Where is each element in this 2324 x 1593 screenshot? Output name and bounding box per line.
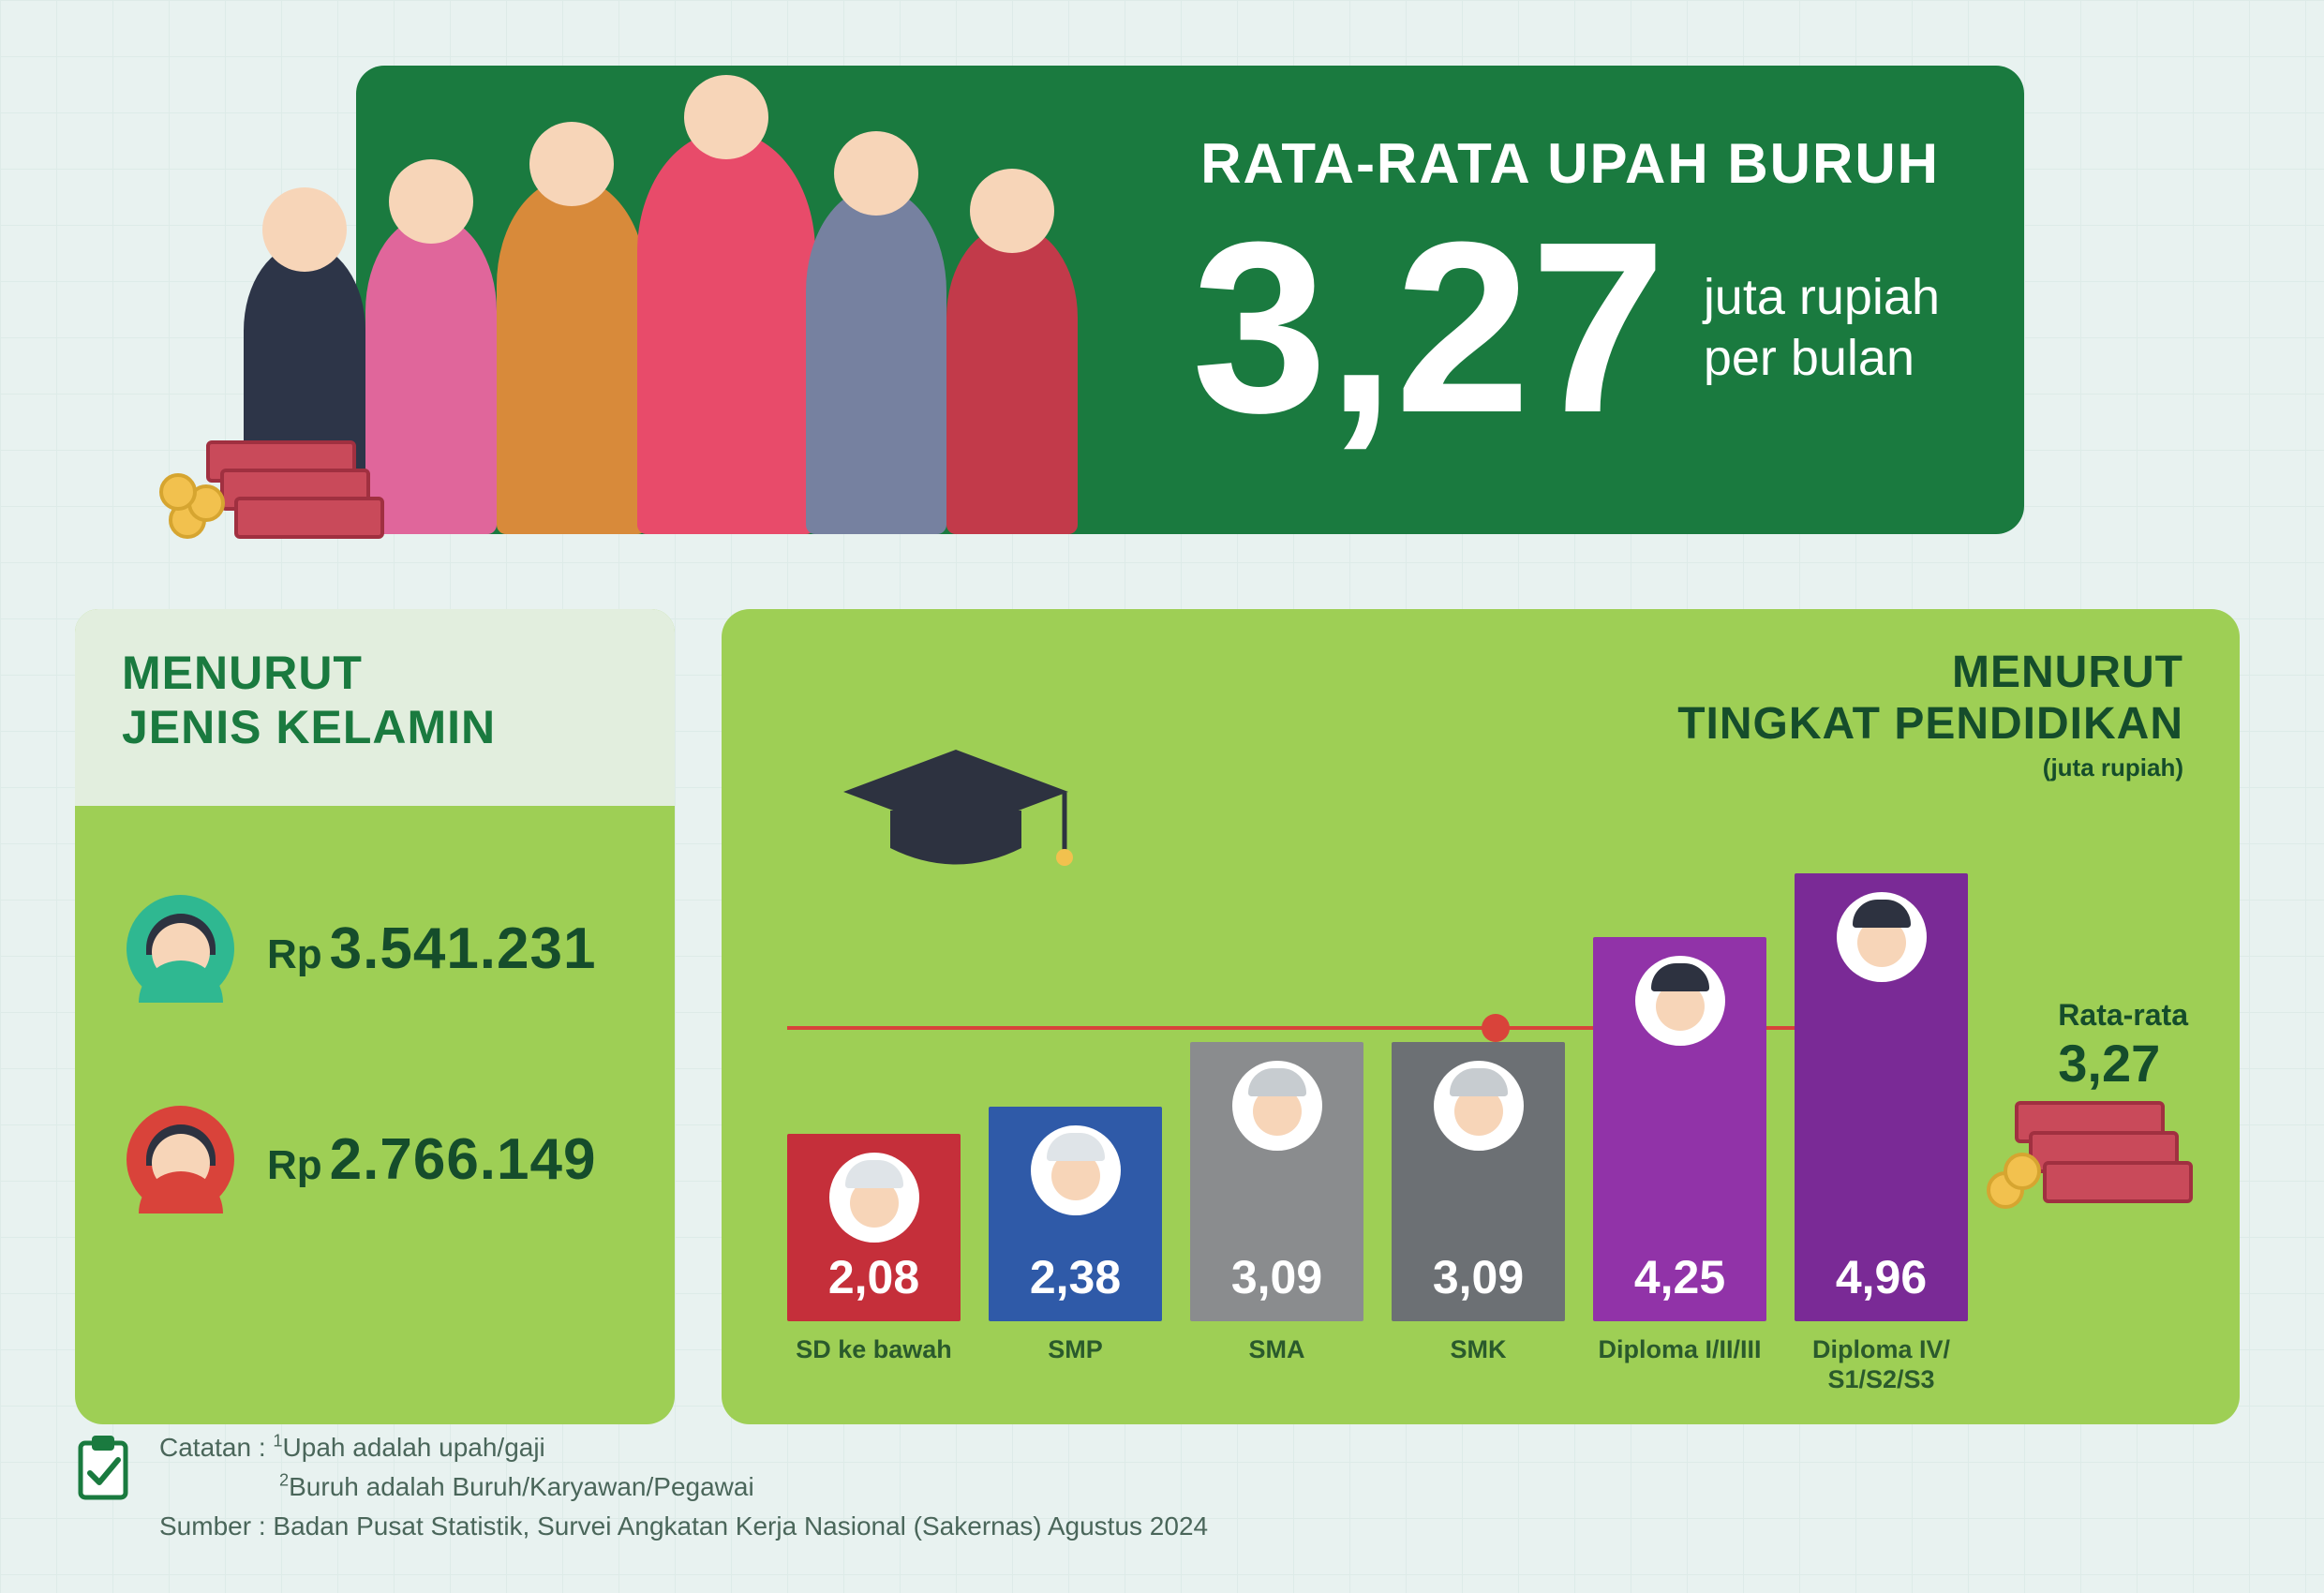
banner-value-row: 3,27 juta rupiah per bulan xyxy=(1192,206,1940,450)
gender-panel: MENURUT JENIS KELAMIN Rp3.541.231Rp2.766… xyxy=(75,609,675,1424)
worker-icon xyxy=(806,187,946,534)
worker-icon xyxy=(497,178,647,534)
bar-label: Diploma IV/ S1/S2/S3 xyxy=(1788,1334,1975,1395)
bar-value: 3,09 xyxy=(1231,1250,1322,1304)
banner-unit-line2: per bulan xyxy=(1704,328,1940,389)
gender-panel-header: MENURUT JENIS KELAMIN xyxy=(75,609,675,806)
bar-2: 3,09 xyxy=(1190,1042,1363,1321)
bar-label: SD ke bawah xyxy=(781,1334,968,1364)
person-icon xyxy=(1232,1061,1322,1151)
footer-note-1: Upah adalah upah/gaji xyxy=(283,1433,545,1462)
gender-row-male: Rp3.541.231 xyxy=(75,895,675,1003)
banner-title: RATA-RATA UPAH BURUH xyxy=(1200,131,1940,196)
gender-value-male: Rp3.541.231 xyxy=(267,916,596,982)
wage-value: 3.541.231 xyxy=(330,916,597,982)
bar-col-0: 2,08SD ke bawah xyxy=(787,825,961,1321)
person-icon xyxy=(1635,956,1725,1046)
bar-label: Diploma I/II/III xyxy=(1587,1334,1774,1364)
footer-source: Badan Pusat Statistik, Survei Angkatan K… xyxy=(273,1511,1208,1541)
footer-note-2: Buruh adalah Buruh/Karyawan/Pegawai xyxy=(289,1472,754,1501)
bar-label: SMK xyxy=(1385,1334,1572,1364)
money-stack-icon xyxy=(1987,1078,2202,1209)
banner-value: 3,27 xyxy=(1192,206,1666,450)
bar-value: 4,96 xyxy=(1836,1250,1927,1304)
bar-value: 2,08 xyxy=(828,1250,919,1304)
footer-notes: Catatan : 1Upah adalah upah/gaji 2Buruh … xyxy=(75,1428,2249,1546)
bar-col-4: 4,25Diploma I/II/III xyxy=(1593,825,1766,1321)
education-bar-chart: 2,08SD ke bawah2,38SMP3,09SMA3,09SMK4,25… xyxy=(787,825,1968,1321)
currency-label: Rp xyxy=(267,931,322,978)
bar-4: 4,25 xyxy=(1593,937,1766,1321)
footer-text: Catatan : 1Upah adalah upah/gaji 2Buruh … xyxy=(159,1428,1208,1546)
person-icon xyxy=(1434,1061,1524,1151)
bar-col-3: 3,09SMK xyxy=(1392,825,1565,1321)
male-avatar-icon xyxy=(127,895,234,1003)
footer-source-label: Sumber : xyxy=(159,1511,266,1541)
education-panel: MENURUT TINGKAT PENDIDIKAN (juta rupiah)… xyxy=(722,609,2240,1424)
person-icon xyxy=(829,1153,919,1243)
edu-header-line1: MENURUT xyxy=(1677,647,2183,698)
gender-header-line2: JENIS KELAMIN xyxy=(122,701,628,755)
gender-header-line1: MENURUT xyxy=(122,647,628,701)
clipboard-icon xyxy=(75,1434,131,1501)
wage-value: 2.766.149 xyxy=(330,1126,597,1193)
gender-row-female: Rp2.766.149 xyxy=(75,1106,675,1213)
footer-note-label: Catatan : xyxy=(159,1433,266,1462)
worker-icon xyxy=(365,216,497,534)
worker-icon xyxy=(637,131,815,534)
bar-value: 4,25 xyxy=(1634,1250,1725,1304)
bar-0: 2,08 xyxy=(787,1134,961,1321)
education-panel-header: MENURUT TINGKAT PENDIDIKAN (juta rupiah) xyxy=(1677,647,2183,782)
banner-unit: juta rupiah per bulan xyxy=(1704,267,1940,389)
bar-value: 2,38 xyxy=(1030,1250,1121,1304)
worker-icon xyxy=(946,225,1078,534)
average-label-text: Rata-rata xyxy=(2058,998,2188,1033)
bar-label: SMP xyxy=(982,1334,1169,1364)
person-icon xyxy=(1031,1125,1121,1215)
currency-label: Rp xyxy=(267,1142,322,1189)
bar-col-2: 3,09SMA xyxy=(1190,825,1363,1321)
bar-col-1: 2,38SMP xyxy=(989,825,1162,1321)
edu-header-line2: TINGKAT PENDIDIKAN xyxy=(1677,698,2183,750)
edu-header-unit: (juta rupiah) xyxy=(1677,753,2183,782)
female-avatar-icon xyxy=(127,1106,234,1213)
gender-value-female: Rp2.766.149 xyxy=(267,1126,596,1193)
bar-label: SMA xyxy=(1184,1334,1371,1364)
money-stack-icon xyxy=(169,426,384,539)
bar-value: 3,09 xyxy=(1433,1250,1524,1304)
banner-unit-line1: juta rupiah xyxy=(1704,267,1940,328)
bar-3: 3,09 xyxy=(1392,1042,1565,1321)
person-icon xyxy=(1837,892,1927,982)
header-banner: RATA-RATA UPAH BURUH 3,27 juta rupiah pe… xyxy=(356,66,2024,534)
bar-1: 2,38 xyxy=(989,1107,1162,1321)
bar-col-5: 4,96Diploma IV/ S1/S2/S3 xyxy=(1795,825,1968,1321)
bar-5: 4,96 xyxy=(1795,873,1968,1321)
